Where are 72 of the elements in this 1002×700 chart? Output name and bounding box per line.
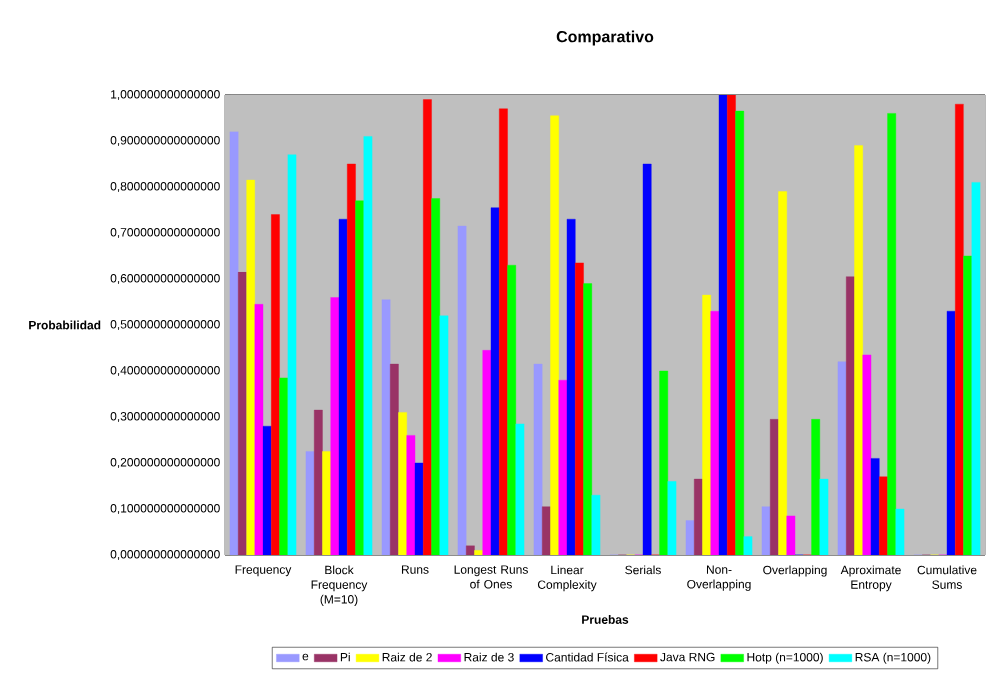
legend-label: Raiz de 3 <box>464 652 514 662</box>
legend-label: Pi <box>340 652 350 662</box>
x-tick-label: Aproximate Entropy <box>840 565 901 592</box>
x-tick-label: Linear Complexity <box>537 565 597 592</box>
y-tick-label: 0,400000000000000 <box>110 366 220 376</box>
y-tick-label: 0,000000000000000 <box>110 550 220 560</box>
legend-label: RSA (n=1000) <box>855 652 931 664</box>
bar <box>229 131 239 555</box>
x-tick-label: Block Frequency (M=10) <box>311 565 368 606</box>
bar <box>322 451 331 555</box>
bar <box>238 271 247 555</box>
x-tick-label: Cumulative Sums <box>917 565 977 589</box>
bar <box>414 462 424 555</box>
bar <box>254 304 264 555</box>
y-tick-label: 0,500000000000000 <box>110 320 220 330</box>
y-tick-label: 0,200000000000000 <box>110 458 220 468</box>
bar <box>702 294 711 555</box>
bar <box>550 115 559 555</box>
bar <box>566 218 576 555</box>
bar <box>770 419 779 555</box>
x-tick-label: Non-Overlapping <box>687 565 751 591</box>
bar <box>466 545 475 555</box>
bar <box>390 363 399 555</box>
bar <box>685 520 695 555</box>
bar <box>474 550 483 555</box>
chart-title: Comparativo <box>556 30 654 46</box>
y-tick-label: 0,900000000000000 <box>110 136 220 146</box>
bar <box>381 299 391 555</box>
x-tick-label: Frequency <box>235 565 292 577</box>
y-tick-label: 0,300000000000000 <box>110 412 220 422</box>
bar <box>694 478 703 555</box>
x-tick-label: Runs <box>401 565 429 574</box>
legend-label: Raiz de 2 <box>382 652 432 662</box>
y-tick-label: 0,700000000000000 <box>110 228 220 238</box>
bar <box>946 311 956 555</box>
y-tick-label: 0,600000000000000 <box>110 274 220 284</box>
legend-label: Cantidad Física <box>546 652 629 662</box>
bar <box>710 311 720 555</box>
bar <box>846 276 855 555</box>
y-tick-label: 0,800000000000000 <box>110 182 220 192</box>
bar <box>406 435 416 555</box>
bar <box>854 145 863 555</box>
bar <box>330 297 340 555</box>
y-axis-title: Probabilidad <box>29 320 101 330</box>
legend-label: e <box>302 653 309 661</box>
x-tick-label: Serials <box>625 565 661 575</box>
bar <box>457 225 467 555</box>
legend-label: Java RNG <box>660 652 715 662</box>
bar <box>338 218 348 555</box>
legend-label: Hotp (n=1000) <box>747 652 823 664</box>
bar <box>642 163 652 555</box>
bar <box>778 191 787 555</box>
bar <box>262 426 272 555</box>
bar <box>870 458 880 555</box>
bar <box>718 95 728 555</box>
y-tick-label: 1,000000000000000 <box>111 90 220 100</box>
bar <box>482 350 492 555</box>
x-tick-label: Overlapping <box>763 565 827 577</box>
x-axis-title: Pruebas <box>582 615 629 624</box>
y-tick-label: 0,100000000000000 <box>110 504 220 514</box>
bar <box>862 354 872 555</box>
bar <box>542 506 551 555</box>
bar <box>761 506 771 555</box>
bar <box>490 207 500 555</box>
bar <box>398 412 407 555</box>
bar <box>305 451 315 555</box>
bar <box>837 361 847 555</box>
bar <box>786 515 796 555</box>
bar <box>533 363 543 555</box>
x-tick-label: Longest Runs of Ones <box>454 565 528 589</box>
bar <box>558 380 568 555</box>
bar <box>314 409 323 555</box>
